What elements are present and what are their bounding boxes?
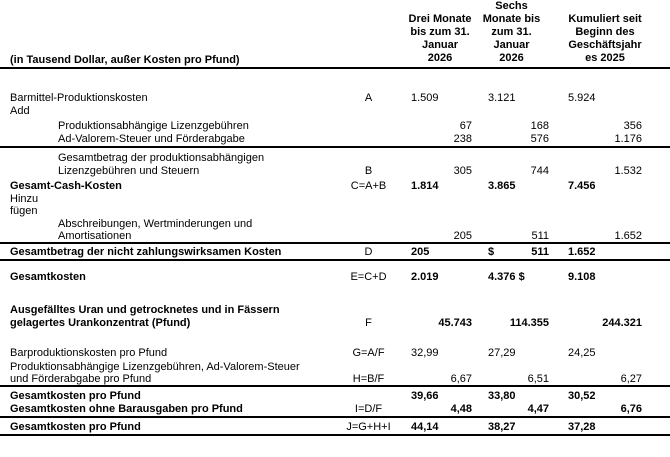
value-amount: 511 — [531, 246, 549, 258]
value-drei-monate: 6,67 — [450, 373, 472, 385]
value-drei-monate: 1.509 — [411, 92, 439, 104]
value-drei-monate: 39,66 — [411, 390, 439, 402]
value-kumuliert: 1.532 — [614, 165, 642, 177]
divider-line — [0, 242, 670, 244]
row-label: Barproduktionskosten pro Pfund — [10, 347, 168, 359]
ref-letter: A — [364, 92, 373, 104]
row-lizenzgebuehren-pro-pfund: Produktionsabhängige Lizenzgebühren, Ad-… — [0, 361, 670, 385]
row-label: Produktionsabhängige Lizenzgebühren, Ad-… — [10, 361, 300, 385]
row-ad-valorem-steuer: Ad-Valorem-Steuer und Förderabgabe 238 5… — [0, 133, 670, 146]
value-kumuliert: 244.321 — [602, 317, 642, 329]
value-drei-monate: 2.019 — [411, 271, 439, 283]
column-header-kumuliert: Kumuliert seit Beginn des Geschäftsjahr … — [568, 13, 642, 64]
row-label: Ausgefälltes Uran und getrocknetes und i… — [10, 304, 280, 329]
row-nicht-zahlungswirksame-kosten: Gesamtbetrag der nicht zahlungswirksamen… — [0, 246, 670, 259]
value-sechs-monate: 114.355 — [509, 317, 549, 329]
row-gesamtkosten: Gesamtkosten E=C+D 2.019 4.376 $ 9.108 — [0, 271, 670, 284]
value-kumuliert: 7.456 — [568, 180, 596, 192]
value-sechs-monate: 27,29 — [488, 347, 516, 359]
value-drei-monate: 4,48 — [450, 403, 472, 415]
value-sechs-monate: 511 — [531, 230, 549, 242]
value-kumuliert: 30,52 — [568, 390, 596, 402]
value-kumuliert: 5.924 — [568, 92, 596, 104]
row-urankonzentrat-pfund: Ausgefälltes Uran und getrocknetes und i… — [0, 304, 670, 330]
ref-letter: B — [364, 165, 373, 177]
currency-sign: $ — [488, 246, 495, 258]
ref-letter: F — [365, 317, 372, 329]
column-header-drei-monate: Drei Monate bis zum 31. Januar 2026 — [408, 13, 472, 64]
ref-letter: D — [364, 246, 373, 258]
ref-letter: E=C+D — [350, 271, 387, 283]
row-abschreibungen: Abschreibungen, Wertminderungen und Amor… — [0, 218, 670, 242]
value-drei-monate: 44,14 — [411, 421, 439, 433]
row-label: Gesamtbetrag der produktionsabhängigen L… — [58, 152, 265, 177]
divider-line — [0, 67, 670, 69]
row-gesamtkosten-ohne-barausgaben: Gesamtkosten ohne Barausgaben pro Pfund … — [0, 403, 670, 416]
value-drei-monate: 205 — [411, 246, 430, 258]
row-label: Gesamt-Cash-Kosten — [10, 180, 122, 192]
value-drei-monate: 45.743 — [438, 317, 472, 329]
row-label: Barmittel-Produktionskosten — [10, 92, 148, 104]
ref-letter: I=D/F — [354, 403, 383, 415]
divider-line — [0, 434, 670, 436]
ref-letter: G=A/F — [352, 347, 385, 359]
table-header-row: (in Tausend Dollar, außer Kosten pro Pfu… — [0, 0, 670, 67]
row-label: Gesamtkosten ohne Barausgaben pro Pfund — [10, 403, 243, 415]
row-gesamtkosten-pro-pfund: Gesamtkosten pro Pfund 39,66 33,80 30,52 — [0, 390, 670, 403]
row-label: Produktionsabhängige Lizenzgebühren — [58, 120, 249, 132]
value-kumuliert: 9.108 — [568, 271, 596, 283]
row-label: Abschreibungen, Wertminderungen und Amor… — [58, 218, 253, 242]
row-label: Add — [10, 105, 30, 117]
divider-line — [0, 385, 670, 387]
value-sechs-monate: 3.121 — [488, 92, 516, 104]
value-kumuliert: 24,25 — [568, 347, 596, 359]
value-drei-monate: 305 — [453, 165, 472, 177]
row-label: Gesamtkosten pro Pfund — [10, 421, 141, 433]
row-gesamtkosten-pro-pfund-total: Gesamtkosten pro Pfund J=G+H+I 44,14 38,… — [0, 421, 670, 434]
row-add: Add — [0, 105, 670, 118]
ref-letter: C=A+B — [350, 180, 387, 192]
value-sechs-monate: 3.865 — [488, 180, 516, 192]
value-sechs-monate: 576 — [530, 133, 549, 145]
ref-letter: H=B/F — [352, 373, 385, 385]
value-kumuliert: 37,28 — [568, 421, 596, 433]
divider-line — [0, 416, 670, 418]
value-kumuliert: 356 — [623, 120, 642, 132]
value-drei-monate: 32,99 — [411, 347, 439, 359]
divider-line — [0, 146, 670, 148]
value-kumuliert: 1.652 — [568, 246, 596, 258]
value-sechs-monate: 4.376 $ — [488, 271, 525, 283]
row-label: Gesamtkosten pro Pfund — [10, 390, 141, 402]
value-drei-monate: 67 — [459, 120, 472, 132]
column-header-sechs-monate: Sechs Monate bis zum 31. Januar 2026 — [482, 0, 541, 64]
row-gesamt-cash-kosten: Gesamt-Cash-Kosten C=A+B 1.814 3.865 7.4… — [0, 180, 670, 193]
value-drei-monate: 1.814 — [411, 180, 439, 192]
value-sechs-monate: 33,80 — [488, 390, 516, 402]
row-gesamtbetrag-lizenzgebuehren: Gesamtbetrag der produktionsabhängigen L… — [0, 152, 670, 178]
value-kumuliert: 6,76 — [620, 403, 642, 415]
row-label: Ad-Valorem-Steuer und Förderabgabe — [58, 133, 245, 145]
value-sechs-monate: 744 — [530, 165, 549, 177]
divider-line — [0, 259, 670, 261]
value-kumuliert: 1.176 — [614, 133, 642, 145]
row-label: Gesamtbetrag der nicht zahlungswirksamen… — [10, 246, 282, 258]
row-barproduktionskosten-pro-pfund: Barproduktionskosten pro Pfund G=A/F 32,… — [0, 347, 670, 360]
row-label: Hinzu fügen — [10, 193, 39, 217]
row-hinzufuegen: Hinzu fügen — [0, 193, 670, 217]
value-sechs-monate: 4,47 — [527, 403, 549, 415]
value-drei-monate: 238 — [453, 133, 472, 145]
value-sechs-monate: 38,27 — [488, 421, 516, 433]
value-sechs-monate: 6,51 — [527, 373, 549, 385]
value-kumuliert: 1.652 — [614, 230, 642, 242]
row-label: Gesamtkosten — [10, 271, 86, 283]
value-sechs-monate: $ 511 — [472, 246, 551, 259]
value-sechs-monate: 168 — [530, 120, 549, 132]
ref-letter: J=G+H+I — [346, 421, 391, 433]
row-lizenzgebuehren: Produktionsabhängige Lizenzgebühren 67 1… — [0, 120, 670, 133]
table-unit-note: (in Tausend Dollar, außer Kosten pro Pfu… — [10, 54, 240, 66]
row-barmittel-produktionskosten: Barmittel-Produktionskosten A 1.509 3.12… — [0, 92, 670, 105]
value-drei-monate: 205 — [453, 230, 472, 242]
value-kumuliert: 6,27 — [620, 373, 642, 385]
